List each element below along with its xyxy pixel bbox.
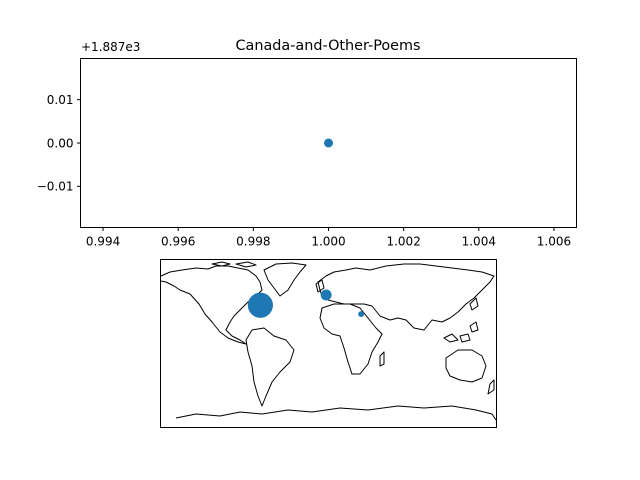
- madagascar-coastline: [379, 351, 385, 367]
- x-tick-label: 0.998: [236, 235, 270, 249]
- map-frame: [160, 259, 497, 428]
- chart-title: Canada-and-Other-Poems: [235, 38, 420, 54]
- y-tick-label: 0.00: [47, 136, 74, 150]
- africa-coastline: [319, 303, 383, 375]
- se-asia-islands: [443, 321, 479, 343]
- world-map-chart: [160, 259, 497, 428]
- coastlines: [160, 261, 497, 421]
- map-bubble: [320, 289, 332, 301]
- new-zealand-coastline: [487, 379, 495, 395]
- x-tick-label: 1.002: [386, 235, 420, 249]
- scatter-point: [324, 138, 333, 148]
- x-tick-label: 1.000: [311, 235, 345, 249]
- y-axis-ticks: 0.01 0.00 −0.01: [37, 93, 81, 194]
- greenland-coastline: [263, 262, 307, 297]
- map-bubbles: [247, 289, 365, 318]
- eurasia-coastline: [317, 263, 495, 331]
- arctic-islands: [211, 261, 257, 268]
- australia-coastline: [445, 349, 487, 383]
- map-bubble: [358, 311, 365, 318]
- x-tick-label: 0.996: [161, 235, 195, 249]
- britain-coastline: [315, 279, 325, 293]
- x-tick-label: 1.006: [537, 235, 571, 249]
- scatter-points: [324, 138, 333, 148]
- y-tick-label: −0.01: [37, 180, 74, 194]
- x-axis-ticks: 0.994 0.996 0.998 1.000 1.002 1.004 1.006: [86, 227, 571, 249]
- japan-coastline: [469, 297, 479, 311]
- x-tick-label: 0.994: [86, 235, 120, 249]
- y-offset-label: +1.887e3: [81, 40, 140, 54]
- x-tick-label: 1.004: [462, 235, 496, 249]
- y-tick-label: 0.01: [47, 93, 74, 107]
- south-america-coastline: [245, 327, 295, 407]
- antarctica-coastline: [175, 405, 497, 421]
- north-america-coastline: [160, 265, 263, 345]
- scatter-chart: Canada-and-Other-Poems +1.887e3 0.994 0.9…: [37, 38, 577, 249]
- map-bubble: [247, 292, 273, 318]
